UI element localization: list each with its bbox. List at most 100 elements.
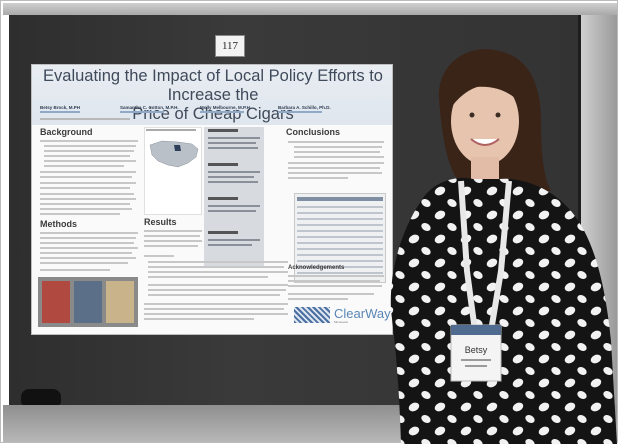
text-line: [40, 171, 136, 173]
store-photo-1: [42, 281, 70, 323]
text-line: [208, 205, 260, 207]
section-methods-heading: Methods: [40, 219, 77, 229]
text-line: [40, 198, 136, 200]
text-line: [208, 244, 252, 246]
table-row: [297, 242, 383, 244]
poster-title-line-1: Evaluating the Impact of Local Policy Ef…: [43, 67, 383, 104]
text-line: [40, 252, 132, 254]
poster-affiliations: [40, 118, 130, 120]
neck: [471, 157, 499, 183]
stat-panel-title: [208, 129, 238, 132]
poster-title: Evaluating the Impact of Local Policy Ef…: [40, 67, 386, 124]
text-line: [144, 308, 284, 310]
text-line: [40, 213, 120, 215]
text-line: [44, 160, 136, 162]
text-line: [148, 289, 286, 291]
lanyard-right: [488, 180, 512, 332]
table-row: [297, 272, 383, 274]
text-line: [208, 147, 258, 149]
text-line: [40, 176, 132, 178]
text-line: [144, 245, 198, 247]
text-line: [148, 294, 280, 296]
author-email-4: [278, 111, 322, 113]
name-badge-name: Betsy: [465, 345, 488, 355]
text-line: [294, 156, 384, 158]
table-row: [297, 236, 383, 238]
text-line: [148, 261, 288, 263]
author-email-2: [120, 111, 164, 113]
table-row: [297, 266, 383, 268]
map-caption: [146, 129, 196, 131]
text-line: [40, 208, 132, 210]
text-line: [288, 172, 382, 174]
text-line: [208, 239, 260, 241]
figure-map-panel: [144, 127, 202, 215]
table-row: [297, 254, 383, 256]
stat-panel-title: [208, 163, 238, 166]
left-eye: [469, 112, 475, 118]
table-row: [297, 260, 383, 262]
poster-author-4: Barbara A. Schillo, Ph.D.: [278, 105, 331, 110]
face: [451, 77, 519, 165]
text-line: [40, 182, 136, 184]
name-badge-header: [451, 325, 501, 335]
clearway-logo-mark: [294, 307, 330, 323]
text-line: [144, 303, 288, 305]
stat-panel-title: [208, 197, 238, 200]
table-row: [297, 248, 383, 250]
text-line: [288, 167, 380, 169]
right-eye: [495, 112, 501, 118]
text-line: [144, 318, 254, 320]
table-row: [297, 224, 383, 226]
text-line: [148, 284, 288, 286]
text-line: [144, 240, 202, 242]
text-line: [208, 137, 260, 139]
text-line: [288, 285, 382, 287]
table-row: [297, 218, 383, 220]
text-line: [208, 176, 254, 178]
text-line: [148, 266, 284, 268]
author-email-3: [200, 111, 244, 113]
text-line: [44, 155, 130, 157]
dress: [390, 177, 617, 444]
table-row: [297, 230, 383, 232]
section-results-heading: Results: [144, 217, 177, 227]
text-line: [148, 276, 268, 278]
table-header-row: [297, 197, 383, 201]
table-row: [297, 212, 383, 214]
text-line: [40, 187, 130, 189]
presenter-person: Betsy: [390, 49, 617, 444]
section-conclusions-heading: Conclusions: [286, 127, 341, 137]
poster-author-3: Molly Melbourne, M.P.H.: [200, 105, 252, 110]
text-line: [208, 210, 256, 212]
poster-number-tag: 117: [215, 35, 245, 57]
text-line: [288, 162, 384, 164]
clearway-logo: ClearWay Minnesota: [294, 305, 392, 325]
text-line: [44, 145, 136, 147]
text-line: [40, 203, 130, 205]
text-line: [208, 171, 260, 173]
text-line: [40, 193, 134, 195]
text-line: [144, 313, 288, 315]
text-line: [40, 237, 136, 239]
text-line: [288, 293, 374, 295]
text-line: [288, 275, 384, 277]
text-line: [40, 242, 134, 244]
text-line: [294, 146, 382, 148]
ceiling-beam: [3, 3, 617, 15]
text-line: [40, 232, 138, 234]
text-line: [148, 271, 288, 273]
text-line: [288, 298, 348, 300]
poster-author-2: Samantha C. Cotton, M.P.H.: [120, 105, 179, 110]
lanyard-left: [458, 180, 478, 332]
text-line: [288, 177, 348, 179]
text-line: [40, 257, 136, 259]
us-map-figure: [149, 140, 199, 168]
research-poster: Evaluating the Impact of Local Policy Ef…: [31, 64, 393, 335]
stat-panel-title: [208, 231, 238, 234]
text-line: [40, 262, 128, 264]
text-line: [144, 230, 202, 232]
poster-author-1: Betsy Brock, M.PH: [40, 105, 81, 110]
author-email-1: [40, 111, 80, 113]
